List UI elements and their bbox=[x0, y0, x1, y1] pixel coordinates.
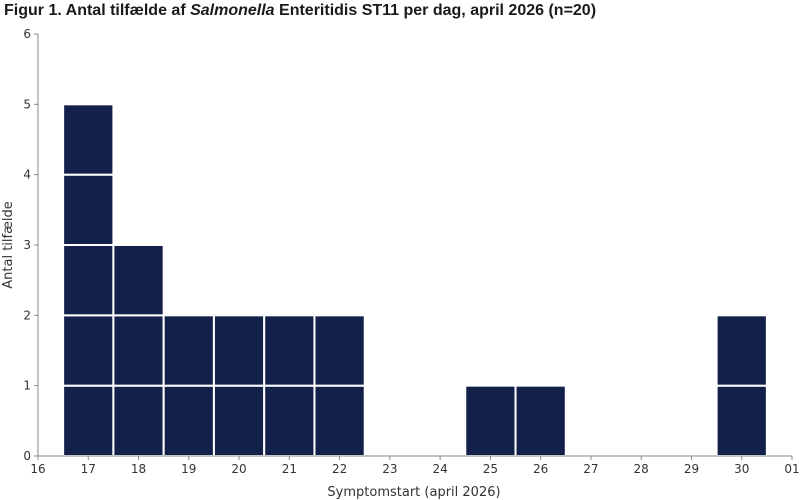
y-tick-labels: 0 1 2 3 4 5 6 bbox=[23, 27, 31, 463]
y-tick-label: 3 bbox=[23, 238, 31, 252]
case-cell-20-2 bbox=[212, 314, 266, 387]
x-tick-label: 28 bbox=[634, 462, 649, 476]
chart-title: Figur 1. Antal tilfælde af Salmonella En… bbox=[4, 0, 596, 22]
x-tick-label: 17 bbox=[81, 462, 96, 476]
case-cell-19-1 bbox=[162, 384, 215, 457]
x-tick-label: 16 bbox=[30, 462, 45, 476]
case-cell-21-1 bbox=[263, 384, 316, 457]
x-tick-label: 19 bbox=[181, 462, 196, 476]
x-tick-label: 24 bbox=[432, 462, 447, 476]
case-cell-17-4 bbox=[62, 173, 115, 247]
case-cell-22-2 bbox=[313, 314, 366, 387]
case-cell-18-3 bbox=[112, 244, 165, 317]
case-cell-30-1 bbox=[715, 384, 768, 457]
case-cell-20-1 bbox=[212, 384, 266, 457]
chart-title-prefix: Figur 1. Antal tilfælde af bbox=[4, 2, 191, 19]
x-tick-label: 27 bbox=[583, 462, 598, 476]
x-tick-label: 26 bbox=[533, 462, 548, 476]
case-cell-26-1 bbox=[514, 384, 567, 457]
y-tick-label: 0 bbox=[23, 449, 31, 463]
case-cell-18-2 bbox=[112, 314, 165, 387]
case-cell-21-2 bbox=[263, 314, 316, 387]
case-cell-17-2 bbox=[62, 314, 115, 387]
x-tick-label: 01 bbox=[784, 462, 799, 476]
bar-cells bbox=[62, 103, 768, 457]
case-cell-30-2 bbox=[715, 314, 768, 387]
x-tick-label: 29 bbox=[684, 462, 699, 476]
x-tick-label: 20 bbox=[231, 462, 246, 476]
case-cell-18-1 bbox=[112, 384, 165, 457]
case-cell-17-1 bbox=[62, 384, 115, 457]
case-cell-17-5 bbox=[62, 103, 115, 176]
x-tick-label: 23 bbox=[382, 462, 397, 476]
y-tick-label: 4 bbox=[23, 168, 31, 182]
x-tick-label: 25 bbox=[483, 462, 498, 476]
chart-title-italic: Salmonella bbox=[190, 2, 275, 19]
y-tick-label: 2 bbox=[23, 308, 31, 322]
x-tick-labels: 16 17 18 19 20 21 22 23 24 25 26 27 28 29 30 01 bbox=[30, 462, 799, 476]
x-axis-label: Symptomstart (april 2026) bbox=[327, 485, 500, 500]
case-cell-17-3 bbox=[62, 244, 115, 317]
x-tick-label: 21 bbox=[282, 462, 297, 476]
x-tick-label: 18 bbox=[131, 462, 146, 476]
axes bbox=[34, 33, 793, 460]
case-cell-22-1 bbox=[313, 384, 366, 457]
y-tick-label: 6 bbox=[23, 27, 31, 41]
chart-title-suffix: Enteritidis ST11 per dag, april 2026 (n=… bbox=[274, 2, 597, 19]
y-tick-label: 5 bbox=[23, 97, 31, 111]
x-tick-label: 30 bbox=[734, 462, 749, 476]
y-axis-label: Antal tilfælde bbox=[1, 201, 16, 288]
x-tick-label: 22 bbox=[332, 462, 347, 476]
case-cell-25-1 bbox=[464, 384, 517, 457]
y-tick-label: 1 bbox=[23, 379, 31, 393]
case-cell-19-2 bbox=[162, 314, 215, 387]
